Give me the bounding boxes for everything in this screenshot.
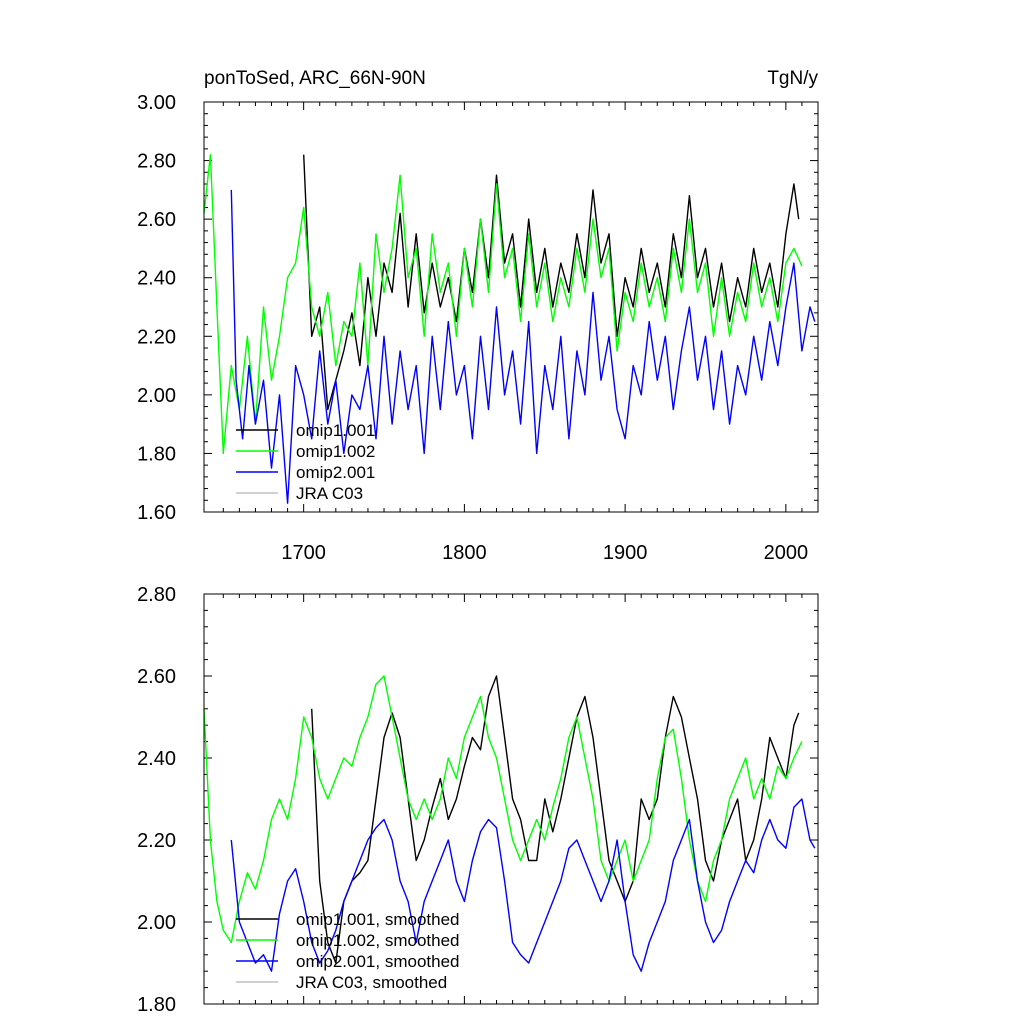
- top-chart-title: ponToSed, ARC_66N-90N: [204, 68, 426, 89]
- bottom-series-line-omip2-001-smoothed: [230, 798, 816, 972]
- top-y-tick-label: 1.80: [137, 443, 176, 465]
- top-plot-frame: [203, 101, 819, 513]
- top-x-tick-label: 1800: [442, 542, 487, 564]
- top-y-tick-labels: 1.60 1.80 2.00 2.20 2.40 2.60 2.80 3.00: [137, 92, 176, 524]
- top-legend-label-omip1-001: omip1.001: [296, 421, 375, 440]
- top-y-tick-label: 3.00: [137, 92, 176, 114]
- top-legend: omip1.001 omip1.002 omip2.001 JRA C03: [236, 421, 375, 503]
- top-y-tick-label: 2.60: [137, 209, 176, 231]
- bottom-y-tick-label: 2.80: [137, 584, 176, 606]
- bottom-plot-frame: [203, 593, 819, 1005]
- top-x-tick-label: 1700: [281, 542, 326, 564]
- top-y-tick-label: 1.60: [137, 502, 176, 524]
- bottom-y-tick-label: 2.40: [137, 748, 176, 770]
- bottom-series-line-omip1-001-smoothed: [311, 675, 800, 964]
- top-y-tick-label: 2.00: [137, 385, 176, 407]
- top-y-tick-label: 2.20: [137, 326, 176, 348]
- bottom-legend-label-omip2-001: omip2.001, smoothed: [296, 952, 460, 971]
- top-legend-label-omip2-001: omip2.001: [296, 463, 375, 482]
- top-y-tick-label: 2.80: [137, 151, 176, 173]
- bottom-panel: 1.80 2.00 2.20 2.40 2.60 2.80 omip1.001, smoo…: [137, 584, 819, 1016]
- top-series-lines: [203, 153, 816, 504]
- bottom-legend: omip1.001, smoothed omip1.002, smoothed …: [236, 910, 460, 992]
- bottom-y-tick-labels: 1.80 2.00 2.20 2.40 2.60 2.80: [137, 584, 176, 1016]
- bottom-y-tick-label: 2.20: [137, 830, 176, 852]
- top-y-tick-label: 2.40: [137, 268, 176, 290]
- top-series-line-omip1-001: [303, 154, 800, 411]
- top-series-line-omip1-002: [203, 153, 803, 455]
- bottom-y-tick-label: 2.00: [137, 912, 176, 934]
- bottom-legend-label-jra-c03: JRA C03, smoothed: [296, 973, 447, 992]
- bottom-series-lines: [203, 675, 816, 972]
- top-x-tick-label: 2000: [764, 542, 809, 564]
- bottom-legend-label-omip1-001: omip1.001, smoothed: [296, 910, 460, 929]
- top-axis-ticks: [204, 101, 819, 513]
- top-x-tick-label: 1900: [603, 542, 648, 564]
- bottom-legend-label-omip1-002: omip1.002, smoothed: [296, 931, 460, 950]
- bottom-series-line-omip1-002-smoothed: [203, 675, 803, 944]
- top-chart-units: TgN/y: [767, 68, 818, 89]
- top-x-tick-labels: 1700 1800 1900 2000: [281, 542, 808, 564]
- top-legend-label-jra-c03: JRA C03: [296, 484, 363, 503]
- top-legend-label-omip1-002: omip1.002: [296, 442, 375, 461]
- bottom-axis-ticks: [204, 593, 819, 1005]
- bottom-y-tick-label: 1.80: [137, 994, 176, 1016]
- top-series-line-omip2-001: [230, 189, 816, 504]
- bottom-y-tick-label: 2.60: [137, 666, 176, 688]
- top-panel: ponToSed, ARC_66N-90N TgN/y 1.60 1.80 2.00…: [137, 68, 819, 564]
